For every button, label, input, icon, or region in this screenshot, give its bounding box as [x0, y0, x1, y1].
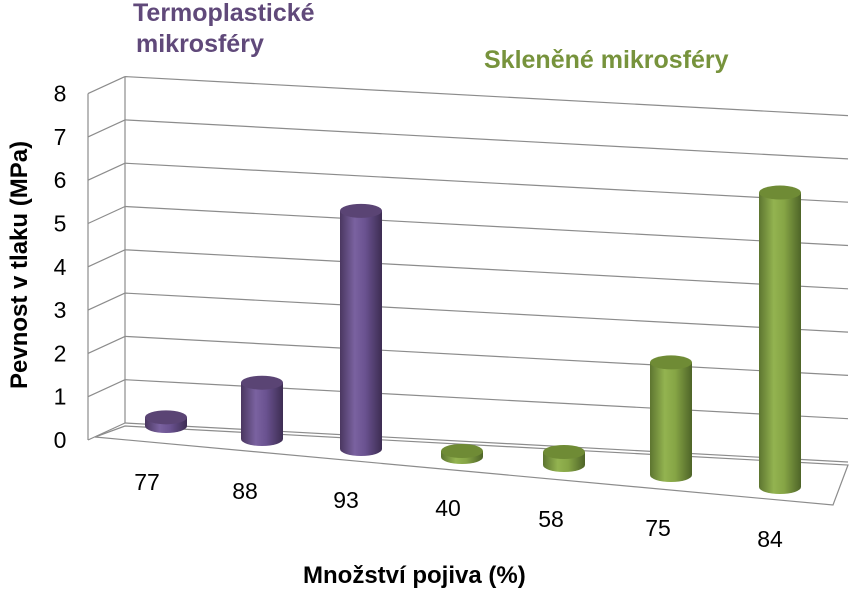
- gridline-side: [87, 162, 126, 181]
- bar-84: [759, 185, 801, 494]
- gridline: [124, 205, 849, 247]
- gridline: [124, 292, 849, 333]
- bar-top: [340, 203, 382, 218]
- y-axis-ticks: 0 1 2 3 4 5 6 7 8: [54, 81, 67, 453]
- x-tick-label: 77: [134, 469, 160, 495]
- bar-top: [543, 445, 585, 460]
- bars: [145, 185, 801, 494]
- gridline-side: [87, 249, 126, 268]
- gridline-side: [87, 335, 126, 354]
- gridline-side: [87, 379, 126, 398]
- bar-body: [340, 210, 382, 456]
- bar-top: [650, 355, 692, 370]
- bar-93: [340, 203, 382, 456]
- gridline: [124, 422, 849, 463]
- group-label-thermoplastic-line2: mikrosféry: [136, 30, 264, 58]
- gridline-side: [87, 76, 126, 95]
- group-label-thermoplastic: Termoplastické mikrosféry: [133, 0, 315, 60]
- x-axis-title: Množství pojiva (%): [303, 562, 526, 589]
- gridline-side: [87, 205, 126, 225]
- bar-top: [241, 375, 283, 390]
- floor-plane: [94, 425, 849, 506]
- y-tick-label: 3: [54, 297, 67, 323]
- gridline: [124, 335, 849, 376]
- gridline: [124, 119, 849, 160]
- x-tick-label: 93: [333, 487, 359, 513]
- bar-75: [650, 355, 692, 482]
- y-tick-label: 2: [54, 340, 67, 366]
- gridline: [124, 162, 849, 203]
- group-label-glass: Skleněné mikrosféry: [484, 46, 729, 74]
- bar-58: [543, 445, 585, 472]
- bar-88: [241, 375, 283, 446]
- bar-40: [441, 444, 483, 464]
- y-tick-label: 5: [54, 211, 67, 237]
- x-tick-label: 40: [435, 495, 461, 521]
- y-tick-label: 8: [54, 81, 67, 107]
- y-tick-label: 6: [54, 167, 67, 193]
- gridlines: [87, 76, 849, 506]
- y-axis-title: Pevnost v tlaku (MPa): [6, 140, 33, 389]
- gridline-side: [87, 119, 126, 138]
- bar-top: [441, 444, 483, 458]
- group-label-thermoplastic-line1: Termoplastické: [133, 0, 315, 27]
- bar-top: [759, 185, 801, 200]
- bar-body: [650, 362, 692, 482]
- bar-body: [759, 192, 801, 494]
- gridline: [124, 249, 849, 290]
- gridline: [124, 379, 849, 420]
- bar-body: [241, 382, 283, 446]
- y-tick-label: 1: [54, 384, 67, 410]
- y-tick-label: 7: [54, 124, 67, 150]
- gridline-side: [87, 422, 126, 441]
- y-tick-label: 0: [54, 427, 67, 453]
- x-axis-ticks: 77 88 93 40 58 75 84: [134, 469, 783, 552]
- gridline-side: [87, 292, 126, 311]
- gridline: [124, 76, 849, 117]
- x-tick-label: 75: [645, 515, 671, 541]
- bar-top: [145, 410, 187, 425]
- x-tick-label: 58: [538, 506, 564, 532]
- x-tick-label: 88: [232, 478, 258, 504]
- y-tick-label: 4: [54, 254, 67, 280]
- x-tick-label: 84: [757, 526, 783, 552]
- bar-77: [145, 410, 187, 433]
